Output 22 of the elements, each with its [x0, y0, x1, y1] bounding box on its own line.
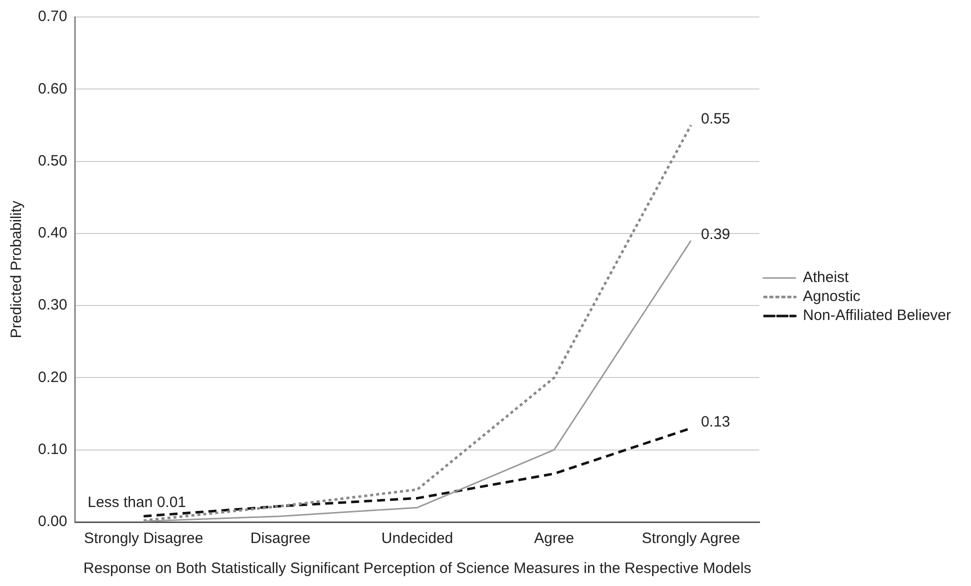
legend-label: Non-Affiliated Believer [802, 307, 952, 324]
y-tick-label: 0.30 [38, 296, 68, 314]
annotation: 0.13 [700, 413, 730, 430]
y-tick-label: 0.60 [38, 80, 68, 98]
x-tick-label: Strongly Agree [642, 530, 740, 548]
y-tick-label: 0.40 [38, 224, 68, 242]
y-tick-label: 0.50 [38, 152, 68, 170]
y-tick-label: 0.00 [38, 513, 68, 530]
legend-label: Atheist [802, 269, 850, 286]
x-tick-label: Undecided [381, 530, 454, 548]
y-tick-label: 0.70 [38, 8, 68, 26]
annotation: 0.55 [700, 110, 730, 128]
x-tick-label: Agree [534, 530, 574, 548]
y-tick-label: 0.10 [38, 441, 68, 458]
x-tick-label: Disagree [250, 530, 310, 548]
x-tick-label: Strongly Disagree [84, 530, 204, 548]
x-axis-title: Response on Both Statistically Significant Perception of Science Measures in the Respective Models [83, 560, 752, 578]
annotation: Less than 0.01 [88, 494, 186, 511]
y-axis-title: Predicted Probability [8, 200, 26, 338]
legend-label: Agnostic [802, 288, 861, 306]
y-tick-label: 0.20 [38, 368, 68, 386]
annotation: 0.39 [700, 226, 730, 243]
